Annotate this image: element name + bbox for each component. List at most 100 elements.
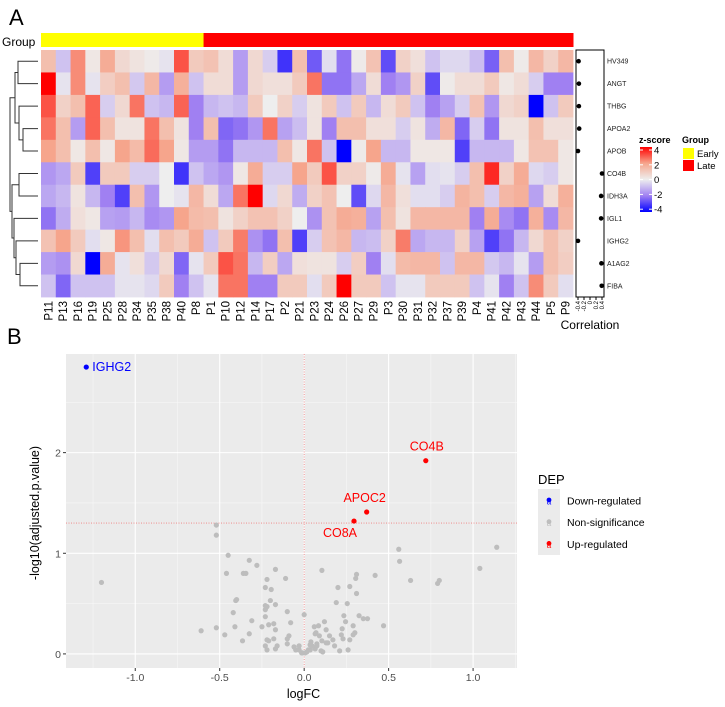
heatmap-cell xyxy=(174,252,190,275)
column-label: P14 xyxy=(250,300,262,321)
heatmap-cell xyxy=(513,139,530,163)
column-label: P4 xyxy=(472,300,484,315)
heatmap-cell xyxy=(262,94,278,118)
heatmap-cell xyxy=(513,72,530,96)
heatmap-cell xyxy=(366,229,382,253)
ns-point xyxy=(307,642,313,648)
heatmap-cell xyxy=(100,252,116,275)
heatmap-cell xyxy=(307,252,323,275)
heatmap-cell xyxy=(528,184,544,208)
heatmap-cell xyxy=(410,207,426,231)
heatmap-cell xyxy=(321,139,337,163)
heatmap-cell xyxy=(351,252,367,275)
heatmap-cell xyxy=(41,162,57,186)
heatmap-cell xyxy=(307,184,323,208)
ns-point xyxy=(284,641,290,647)
group-annotation-cell xyxy=(129,33,145,47)
group-annotation-cell xyxy=(85,33,101,47)
heatmap-cell xyxy=(484,162,500,186)
heatmap-cell xyxy=(440,184,456,208)
heatmap-cell xyxy=(174,139,190,163)
heatmap-cell xyxy=(292,117,308,141)
group-annotation-cell xyxy=(351,33,367,47)
colorbar-tick-label: -4 xyxy=(654,205,662,216)
heatmap-cell xyxy=(454,139,470,163)
heatmap-cell xyxy=(321,252,337,275)
heatmap-cell xyxy=(277,229,293,253)
heatmap-cell xyxy=(395,94,411,118)
ns-point xyxy=(282,575,289,582)
correlation-tick-label: -0.4 xyxy=(576,300,582,311)
ns-point xyxy=(262,584,268,591)
ns-point xyxy=(230,610,236,616)
column-label: P26 xyxy=(339,301,351,321)
heatmap-cell xyxy=(499,117,515,141)
heatmap-cell xyxy=(425,229,441,253)
group-annotation-cell xyxy=(380,33,397,47)
heatmap-cell xyxy=(558,252,574,275)
row-dendrogram xyxy=(9,60,38,287)
heatmap-cell xyxy=(41,207,57,231)
heatmap-cell xyxy=(159,50,175,73)
heatmap-cell xyxy=(469,274,485,298)
ns-point xyxy=(320,649,326,655)
heatmap-cell xyxy=(85,229,101,253)
group-annotation-cell xyxy=(174,33,190,47)
heatmap-cell xyxy=(558,94,574,118)
heatmap-cell xyxy=(395,252,411,275)
heatmap-cell xyxy=(380,252,397,275)
point-label: APOC2 xyxy=(343,491,385,505)
heatmap-cell xyxy=(528,50,544,73)
x-tick-label: 0.0 xyxy=(297,672,312,684)
de-point xyxy=(364,509,370,515)
heatmap-cell xyxy=(454,50,470,73)
heatmap-cell xyxy=(380,139,397,163)
heatmap-cell xyxy=(410,139,426,163)
column-label: P41 xyxy=(487,301,499,321)
heatmap-cell xyxy=(55,139,71,163)
heatmap-cell xyxy=(543,207,559,231)
heatmap-cell xyxy=(292,162,308,186)
heatmap-cell xyxy=(233,72,249,96)
legend-key-glyph: a xyxy=(547,498,552,507)
heatmap-cell xyxy=(292,72,308,96)
heatmap-cell xyxy=(203,184,219,208)
legend-key-point xyxy=(546,497,552,503)
row-label: FIBA xyxy=(607,283,623,290)
heatmap-cell xyxy=(100,207,116,231)
heatmap-cell xyxy=(188,94,204,118)
colorbar-tick-label: -2 xyxy=(654,190,662,201)
ns-point xyxy=(264,576,270,583)
heatmap-cell xyxy=(307,139,323,163)
heatmap-cell xyxy=(159,139,175,163)
heatmap-cell xyxy=(454,184,470,208)
heatmap-cell xyxy=(129,252,145,275)
heatmap-cell xyxy=(528,229,544,253)
heatmap-cell xyxy=(218,229,234,253)
column-label: P23 xyxy=(309,301,321,321)
correlation-dot xyxy=(598,216,604,221)
heatmap-cell xyxy=(144,184,160,208)
heatmap-cell xyxy=(425,94,441,118)
heatmap-cell xyxy=(513,117,530,141)
ns-point xyxy=(356,613,362,619)
heatmap-cell xyxy=(425,252,441,275)
heatmap-cell xyxy=(100,50,116,73)
heatmap-cell xyxy=(233,139,249,163)
heatmap-cell xyxy=(499,72,515,96)
heatmap-cell xyxy=(454,94,470,118)
heatmap-cell xyxy=(174,50,190,73)
de-point xyxy=(423,458,429,464)
heatmap-cell xyxy=(366,184,382,208)
heatmap-cell xyxy=(114,50,131,73)
ns-point xyxy=(222,632,228,638)
heatmap-cell xyxy=(277,94,293,118)
ns-point xyxy=(315,623,322,629)
group-annotation-cell xyxy=(425,33,441,47)
heatmap-cell xyxy=(129,139,145,163)
heatmap-cell xyxy=(159,184,175,208)
group-annotation-cell xyxy=(262,33,278,47)
heatmap-cell xyxy=(203,229,219,253)
column-label: P38 xyxy=(162,301,174,321)
heatmap-cell xyxy=(543,229,559,253)
